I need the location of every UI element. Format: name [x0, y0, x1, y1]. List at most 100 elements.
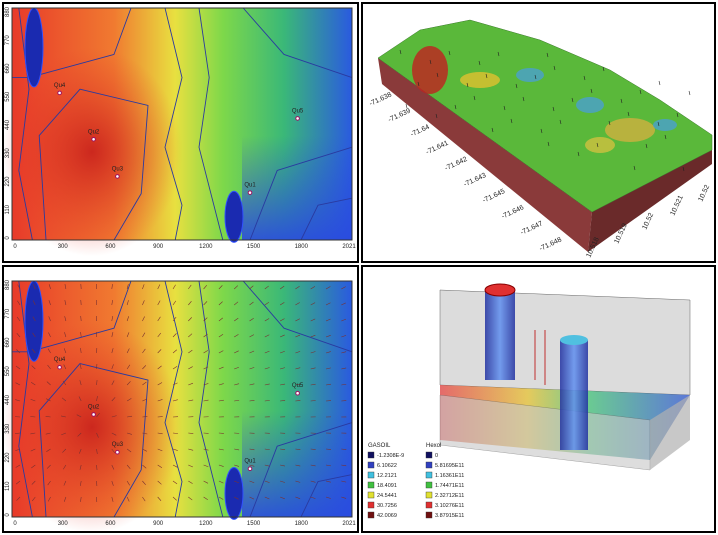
flow-arrow [295, 302, 300, 306]
flow-arrow [64, 300, 67, 306]
flow-arrow [203, 317, 208, 322]
flow-arrow [63, 496, 67, 502]
legend-label: -1.2308E-9 [377, 453, 404, 459]
contour-line [249, 422, 353, 518]
flow-arrow [264, 318, 270, 322]
flow-arrow [234, 301, 239, 306]
flow-arrow [79, 448, 82, 454]
flow-arrow [47, 348, 51, 354]
vector-tick [571, 97, 574, 103]
flow-arrow [341, 367, 347, 370]
well-marker [115, 449, 120, 455]
flow-arrow [264, 301, 270, 306]
flow-arrow [126, 316, 130, 322]
flow-arrow [30, 398, 36, 402]
high-zone [2, 47, 182, 257]
flow-arrow [218, 480, 224, 484]
well-marker [295, 390, 300, 396]
flow-arrow [142, 332, 146, 338]
flow-arrow [280, 367, 285, 370]
surface-feature [516, 68, 544, 82]
flow-arrow [325, 383, 331, 386]
flow-arrow [295, 448, 301, 450]
vector-tick [620, 98, 623, 104]
vector-tick [658, 80, 661, 86]
flow-arrow [157, 284, 161, 290]
y-tick-label: 0 [5, 236, 11, 240]
vector-tick [664, 134, 667, 140]
flow-arrow [295, 318, 301, 322]
flow-arrow [126, 284, 129, 290]
flow-arrow [31, 365, 36, 370]
legend-swatch [425, 461, 433, 469]
well-marker [247, 466, 253, 472]
vector-tick [473, 95, 476, 101]
legend-label: 0 [435, 453, 438, 459]
flow-arrow [295, 351, 301, 354]
flow-arrow [249, 400, 255, 402]
flow-arrow [96, 379, 98, 386]
flow-arrow [218, 350, 224, 354]
flow-arrow [79, 464, 82, 470]
legend-swatch [367, 481, 375, 489]
legend-label: 3.10276E11 [435, 503, 464, 509]
y-tick-label: 770 [5, 35, 11, 46]
flow-arrow [157, 332, 161, 338]
contour-line [38, 88, 149, 241]
legend-swatch [367, 491, 375, 499]
vector-tick [608, 120, 611, 126]
flow-arrow [218, 317, 223, 322]
flow-arrow [249, 350, 255, 354]
well-cylinder [560, 340, 588, 450]
surface-feature [576, 97, 604, 113]
well-label: Qu1 [244, 183, 256, 189]
y-tick-label: 0 [5, 513, 11, 517]
legend-swatch [425, 481, 433, 489]
flow-arrow [63, 348, 67, 354]
vector-tick [596, 142, 599, 148]
legend-label: 5.81695E11 [435, 463, 464, 469]
y-tick-label: 110 [5, 204, 11, 214]
flow-arrow [234, 334, 239, 338]
flow-arrow [63, 364, 67, 370]
flow-arrow [111, 380, 115, 386]
block-front [378, 58, 592, 252]
flow-arrow [31, 348, 36, 354]
flow-arrow [16, 332, 21, 338]
flow-arrow [188, 480, 193, 484]
flow-arrow [16, 349, 21, 354]
flow-arrow [127, 415, 133, 418]
flow-arrow [63, 464, 67, 470]
flow-arrow [48, 332, 51, 338]
flow-arrow [249, 367, 255, 370]
legend-label: 42.0069 [377, 513, 397, 519]
well-cap [560, 335, 588, 345]
flow-arrow [325, 286, 331, 290]
flow-arrow [249, 448, 255, 451]
flow-arrow [30, 432, 36, 435]
x-tick-label: 0 [13, 244, 17, 250]
flow-arrow [33, 284, 36, 290]
x-tick-label: 1500 [247, 244, 261, 250]
flow-arrow [203, 399, 209, 402]
legend-label: 6.10622 [377, 463, 397, 469]
legend-swatch [367, 501, 375, 509]
flow-arrow [188, 464, 193, 468]
flow-arrow [111, 316, 114, 322]
flow-arrow [203, 333, 208, 338]
legend-swatch [367, 471, 375, 479]
low-zone [242, 135, 352, 240]
flow-arrow [218, 285, 223, 290]
y-tick-label: 770 [5, 308, 11, 319]
flow-arrow [96, 432, 99, 438]
flow-arrow [48, 284, 51, 290]
vector-tick [657, 121, 660, 127]
surface-feature [605, 118, 655, 142]
flow-arrow [203, 448, 209, 451]
flow-arrow [32, 332, 36, 338]
flow-arrow [341, 286, 346, 290]
flow-arrow [341, 351, 347, 354]
vector-tick [522, 96, 525, 102]
vector-tick [559, 119, 562, 125]
vector-tick [478, 60, 481, 66]
